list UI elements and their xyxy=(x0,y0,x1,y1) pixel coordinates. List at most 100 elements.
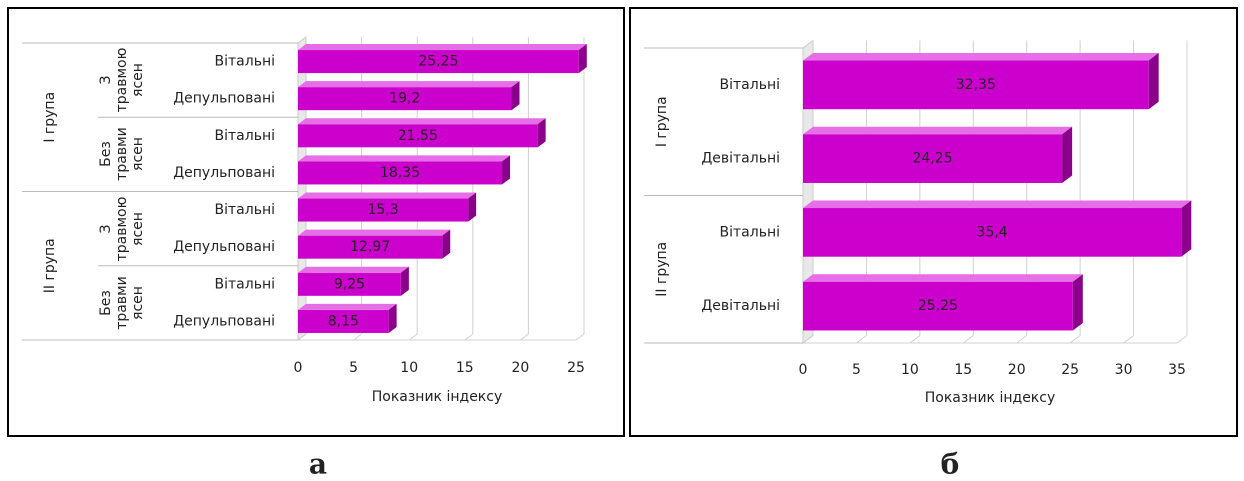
x-axis-title: Показник індексу xyxy=(372,389,503,405)
bar-top xyxy=(298,81,520,88)
panel-label: а xyxy=(309,448,327,481)
frame-b xyxy=(629,7,1238,437)
category-label: Депульповані xyxy=(173,165,275,181)
category-label: Девітальні xyxy=(701,298,780,314)
value-label: 12,97 xyxy=(350,239,390,255)
bar-side xyxy=(1148,53,1159,110)
bar-side xyxy=(578,44,587,74)
value-label: 8,15 xyxy=(328,313,359,329)
category-label: Вітальні xyxy=(215,276,275,292)
value-label: 18,35 xyxy=(380,165,420,181)
grid-floor xyxy=(962,335,974,344)
bar-top xyxy=(803,53,1159,61)
grid-floor xyxy=(1123,335,1134,344)
grid-floor xyxy=(408,333,418,341)
value-label: 24,25 xyxy=(913,151,953,167)
subgroup-label: З травмою ясен xyxy=(98,47,146,113)
grid-floor xyxy=(1069,335,1081,344)
bar-top xyxy=(298,44,587,51)
bar xyxy=(803,60,1149,110)
bar-top xyxy=(298,303,397,310)
grid-floor xyxy=(856,335,867,344)
bar-top xyxy=(803,126,1073,135)
bar-top xyxy=(298,192,477,199)
value-label: 32,35 xyxy=(956,77,996,93)
bar-side xyxy=(400,266,409,296)
grid-floor xyxy=(520,333,529,341)
group-label: II група xyxy=(42,238,58,293)
bar xyxy=(803,208,1182,257)
category-label: Вітальні xyxy=(215,128,275,144)
category-label: Депульповані xyxy=(173,313,275,329)
value-label: 25,25 xyxy=(918,298,958,314)
subgroup-label: Без травми ясен xyxy=(98,127,146,182)
bar xyxy=(298,161,503,185)
value-label: 21,55 xyxy=(398,128,438,144)
group-label: I група xyxy=(654,96,670,147)
x-tick-label: 15 xyxy=(456,360,474,376)
bar-side xyxy=(1072,274,1083,331)
bar xyxy=(298,124,538,148)
value-label: 19,2 xyxy=(389,91,420,107)
category-label: Депульповані xyxy=(173,239,275,255)
x-tick-label: 30 xyxy=(1115,362,1133,378)
group-label: II група xyxy=(654,242,670,297)
grid-floor xyxy=(464,333,474,341)
x-tick-label: 15 xyxy=(954,362,972,378)
x-tick-label: 0 xyxy=(799,362,808,378)
bar-side xyxy=(537,118,546,148)
bar xyxy=(803,281,1073,331)
x-tick-label: 10 xyxy=(400,360,418,376)
category-label: Вітальні xyxy=(720,77,780,93)
grid-floor xyxy=(353,333,362,341)
bar xyxy=(298,50,579,74)
grid-floor xyxy=(909,335,921,344)
value-label: 9,25 xyxy=(334,276,365,292)
x-tick-label: 10 xyxy=(901,362,919,378)
x-tick-label: 0 xyxy=(294,360,303,376)
category-label: Депульповані xyxy=(173,91,275,107)
grid-floor xyxy=(575,333,585,341)
x-tick-label: 25 xyxy=(567,360,585,376)
value-label: 25,25 xyxy=(418,54,458,70)
bar-top xyxy=(298,266,409,273)
frame-a xyxy=(7,7,625,437)
category-label: Вітальні xyxy=(215,54,275,70)
x-axis-title: Показник індексу xyxy=(925,390,1056,406)
bar-top xyxy=(298,229,451,236)
subgroup-label: Без травми ясен xyxy=(98,276,146,330)
bar xyxy=(298,87,512,111)
bar-top xyxy=(803,274,1083,282)
x-tick-label: 5 xyxy=(349,360,358,376)
bar-top xyxy=(298,118,546,125)
x-tick-label: 20 xyxy=(1008,362,1026,378)
grid-floor xyxy=(1016,335,1028,344)
bar xyxy=(298,198,469,222)
bar xyxy=(298,309,389,333)
bar-side xyxy=(1062,126,1073,183)
bar-top xyxy=(803,200,1192,209)
subgroup-label: З травмою ясен xyxy=(98,196,146,262)
category-label: Девітальні xyxy=(701,151,780,167)
x-tick-label: 20 xyxy=(511,360,529,376)
grid-floor xyxy=(1176,335,1188,344)
bar xyxy=(298,272,401,296)
x-tick-label: 5 xyxy=(852,362,861,378)
bar-side xyxy=(388,303,397,333)
category-label: Вітальні xyxy=(215,202,275,218)
bar xyxy=(803,134,1063,183)
panel-label: б xyxy=(941,448,960,481)
value-label: 35,4 xyxy=(977,224,1008,240)
bar-side xyxy=(468,192,477,222)
group-label: I група xyxy=(42,92,58,143)
x-tick-label: 25 xyxy=(1061,362,1079,378)
bar-top xyxy=(298,155,511,162)
bar xyxy=(298,235,443,259)
bar-side xyxy=(1181,200,1192,257)
bar-side xyxy=(511,81,520,111)
value-label: 15,3 xyxy=(367,202,398,218)
category-label: Вітальні xyxy=(720,224,780,240)
bar-side xyxy=(442,229,451,259)
